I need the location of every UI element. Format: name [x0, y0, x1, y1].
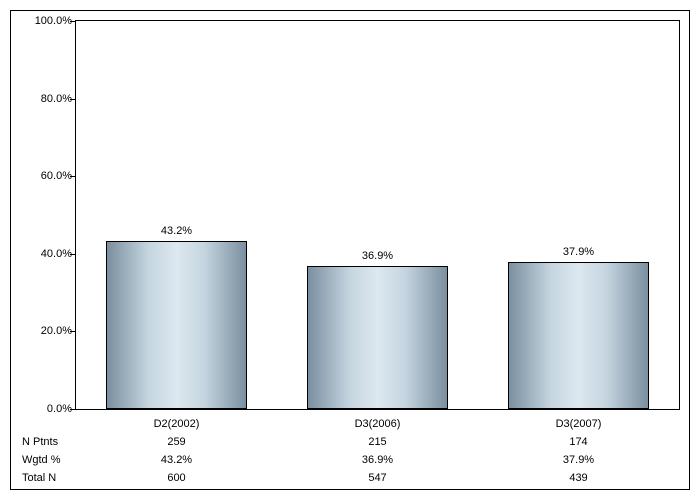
table-row-label: N Ptnts [22, 436, 58, 448]
y-tick-mark [70, 254, 75, 255]
y-tick-label: 40.0% [41, 248, 72, 260]
bar [106, 241, 247, 409]
table-row-label: Wgtd % [22, 454, 61, 466]
table-row-label: Total N [22, 472, 56, 484]
bar-value-label: 43.2% [161, 225, 192, 237]
category-label: D2(2002) [154, 418, 200, 430]
y-tick-label: 80.0% [41, 93, 72, 105]
table-cell: 259 [167, 436, 185, 448]
y-tick-label: 20.0% [41, 325, 72, 337]
y-tick-mark [70, 21, 75, 22]
y-tick-mark [70, 331, 75, 332]
y-tick-label: 100.0% [35, 15, 72, 27]
y-tick-mark [70, 409, 75, 410]
chart-container: 0.0% 20.0% 40.0% 60.0% 80.0% 100.0% 43.2% 36.9%… [0, 0, 700, 500]
y-tick-label: 60.0% [41, 170, 72, 182]
table-cell: 43.2% [161, 454, 192, 466]
table-cell: 439 [569, 472, 587, 484]
bar [307, 266, 448, 409]
table-cell: 174 [569, 436, 587, 448]
y-tick-mark [70, 176, 75, 177]
category-label: D3(2007) [556, 418, 602, 430]
category-label: D3(2006) [355, 418, 401, 430]
plot-area [75, 20, 680, 410]
bar-value-label: 37.9% [563, 246, 594, 258]
y-tick-mark [70, 99, 75, 100]
y-tick-label: 0.0% [47, 403, 72, 415]
bar [508, 262, 649, 409]
table-cell: 547 [368, 472, 386, 484]
table-cell: 215 [368, 436, 386, 448]
bar-value-label: 36.9% [362, 250, 393, 262]
table-cell: 600 [167, 472, 185, 484]
table-cell: 37.9% [563, 454, 594, 466]
table-cell: 36.9% [362, 454, 393, 466]
